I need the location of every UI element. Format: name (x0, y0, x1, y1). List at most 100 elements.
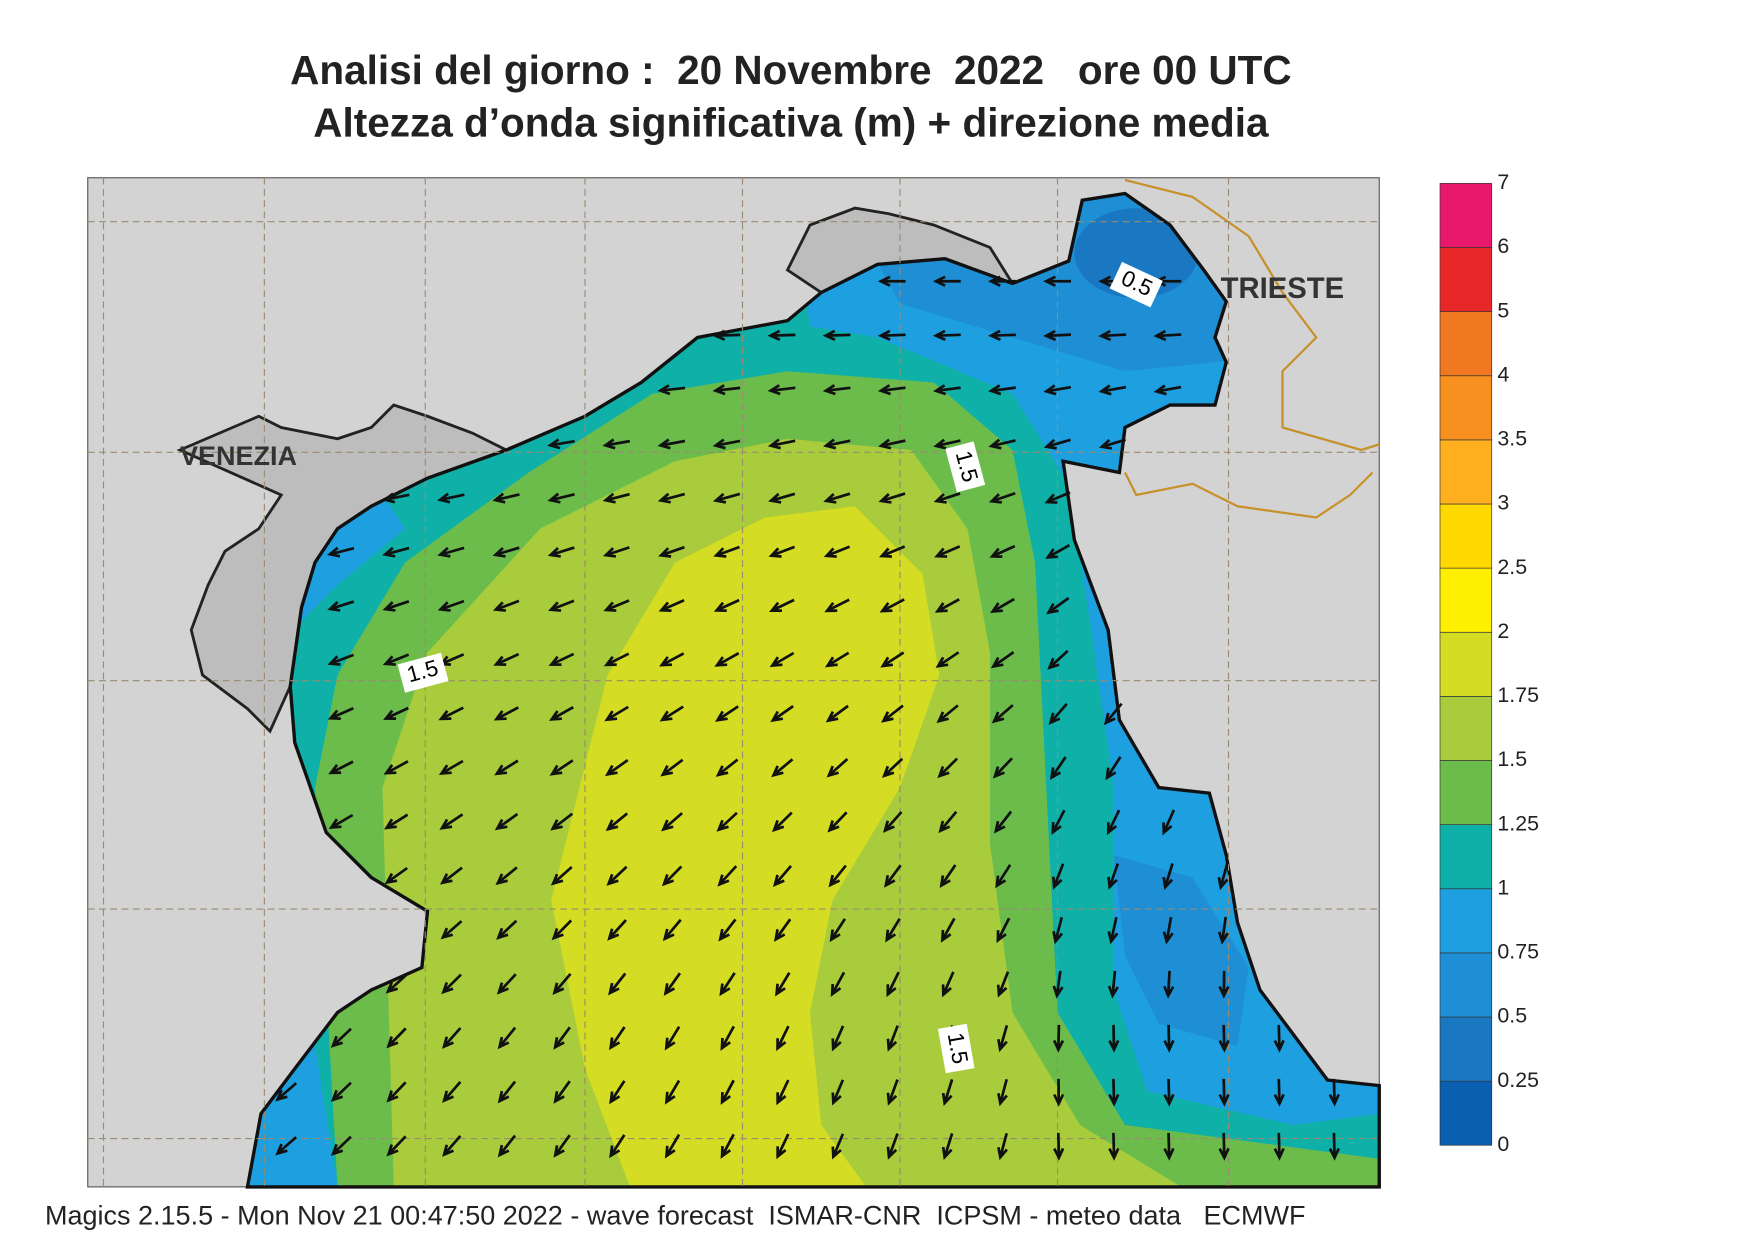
arrow (941, 1133, 954, 1161)
arrow (940, 917, 956, 943)
arrow (1107, 863, 1120, 890)
colorbar-segment (1439, 439, 1493, 505)
arrow (548, 652, 575, 666)
arrow (716, 811, 738, 832)
arrow (768, 545, 796, 558)
contour-label: 1.5 (943, 1031, 973, 1066)
arrow (1048, 703, 1068, 725)
arrow (608, 972, 627, 996)
arrow (661, 865, 683, 887)
colorbar-tick-label: 0 (1497, 1132, 1509, 1156)
arrow (603, 599, 630, 612)
arrow (933, 384, 961, 396)
colorbar-tick-label: 6 (1497, 234, 1509, 258)
arrow (493, 652, 520, 666)
arrow (492, 546, 520, 558)
arrow (822, 329, 851, 341)
arrow (657, 492, 686, 504)
arrow (663, 972, 682, 996)
arrow (664, 1079, 681, 1105)
arrow (382, 653, 410, 666)
colorbar-tick-label: 5 (1497, 298, 1509, 322)
arrow (770, 705, 794, 723)
arrow (1153, 384, 1182, 396)
arrow (607, 919, 627, 941)
arrow (494, 812, 519, 831)
arrow (604, 759, 629, 777)
arrow (609, 1134, 626, 1159)
arrow (997, 1078, 1008, 1107)
arrow (602, 492, 630, 504)
arrow (824, 598, 850, 613)
colorbar-segment (1439, 888, 1493, 954)
colorbar-tick-label: 3 (1497, 491, 1509, 515)
arrow (494, 759, 519, 776)
colorbar-segment (1439, 824, 1493, 890)
arrow (1108, 1024, 1120, 1053)
arrow (496, 973, 517, 995)
colorbar-segment (1439, 696, 1493, 761)
arrow (549, 705, 574, 721)
arrow (606, 865, 628, 886)
arrow (1218, 1132, 1230, 1161)
arrow (330, 1027, 352, 1048)
arrow (886, 971, 900, 998)
arrow (713, 598, 740, 612)
colorbar-tick-label: 1.5 (1497, 747, 1527, 771)
arrow (1162, 863, 1174, 891)
title: Analisi del giorno : 20 Novembre 2022 or… (290, 47, 1292, 93)
arrow (988, 329, 1016, 342)
arrow (824, 651, 850, 668)
arrow (997, 1132, 1008, 1161)
arrow (877, 384, 906, 396)
arrow (549, 759, 574, 776)
arrow (1162, 809, 1176, 836)
arrow (1217, 916, 1230, 945)
arrow (441, 1027, 462, 1049)
arrow (767, 329, 796, 341)
arrow (1051, 809, 1066, 835)
arrow (326, 546, 355, 558)
arrow (879, 598, 905, 613)
arrow (776, 1133, 790, 1160)
arrow (382, 546, 410, 558)
arrow (829, 918, 847, 943)
arrow (1217, 862, 1229, 891)
arrow (936, 704, 959, 724)
arrow (772, 864, 793, 888)
arrow (773, 918, 792, 942)
colorbar-tick-label: 4 (1497, 362, 1509, 386)
arrow (1053, 1132, 1065, 1161)
colorbar-segment (1439, 631, 1493, 697)
arrow (992, 757, 1014, 779)
arrow (988, 492, 1016, 504)
arrow (384, 866, 408, 885)
colorbar-segment (1439, 375, 1493, 441)
arrow (1098, 384, 1127, 396)
city-label: TRIESTE (1221, 273, 1345, 305)
contour-label-group: 1.5 (945, 441, 986, 493)
arrow (383, 760, 409, 775)
arrow (1044, 491, 1071, 504)
arrow (996, 917, 1011, 944)
colorbar-segment (1439, 183, 1493, 248)
arrow (717, 865, 738, 887)
arrow (547, 492, 575, 504)
label-bg (1109, 261, 1163, 308)
arrow (386, 1027, 407, 1049)
arrow (1153, 329, 1182, 342)
arrow (715, 758, 739, 777)
arrow (825, 704, 849, 723)
colorbar-tick-label: 1.75 (1497, 683, 1539, 707)
arrow (438, 759, 464, 776)
arrow (714, 652, 740, 667)
colorbar-tick-label: 2 (1497, 619, 1509, 643)
arrow (550, 812, 574, 831)
arrow (1273, 1132, 1285, 1161)
colorbar: 0 0.25 0.5 0.75 1 1.25 1.5 1.75 2 2.5 3 3.5 4 5 6 7 (1439, 170, 1539, 1156)
arrow (877, 329, 906, 341)
arrow (1218, 970, 1230, 999)
arrow (661, 812, 683, 832)
arrow (831, 1133, 845, 1160)
arrow (609, 1080, 626, 1105)
